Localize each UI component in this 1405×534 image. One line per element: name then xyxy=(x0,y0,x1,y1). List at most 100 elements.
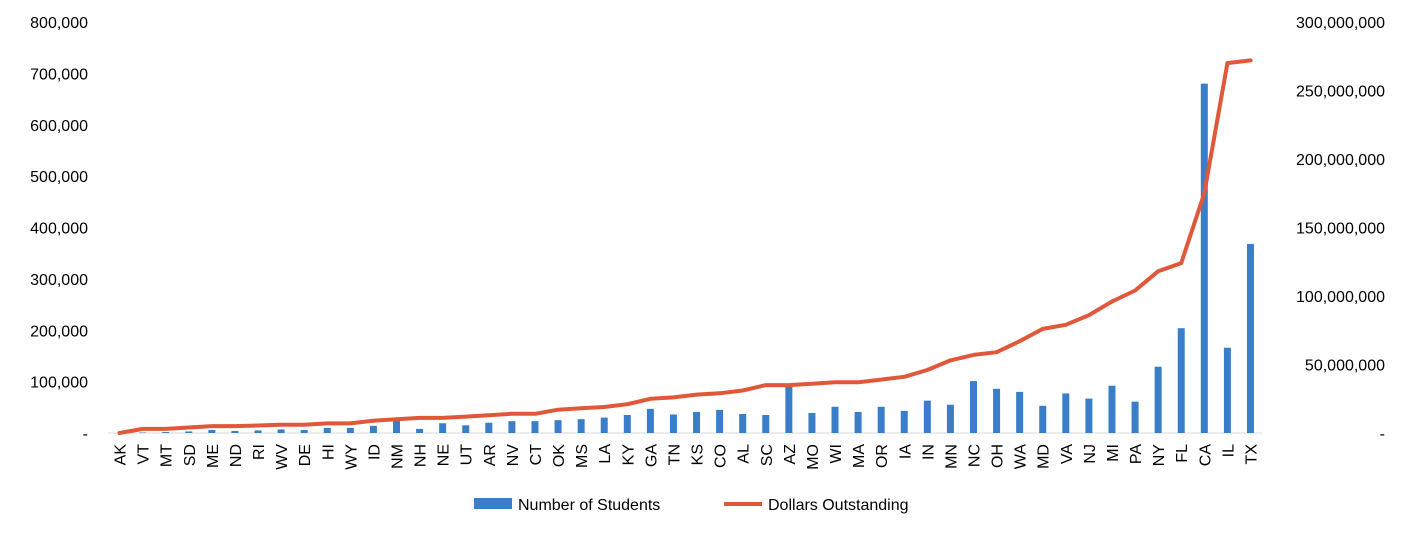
bar-mn xyxy=(946,404,954,433)
bar-il xyxy=(1223,347,1231,433)
bar-al xyxy=(739,413,747,433)
x-tick-label-ct: CT xyxy=(528,444,545,466)
bar-wi xyxy=(831,406,839,433)
bar-ny xyxy=(1154,366,1162,433)
x-tick-label-il: IL xyxy=(1220,444,1237,457)
bar-ia xyxy=(900,410,908,433)
right-axis-tick-label: 50,000,000 xyxy=(1305,358,1385,375)
x-tick-label-wi: WI xyxy=(828,444,845,464)
bar-ok xyxy=(554,420,562,433)
bar-tn xyxy=(669,414,677,433)
x-tick-label-mt: MT xyxy=(159,444,176,467)
x-tick-label-or: OR xyxy=(874,444,891,468)
x-tick-label-ok: OK xyxy=(551,444,568,467)
x-tick-label-wy: WY xyxy=(343,444,360,470)
x-tick-label-nj: NJ xyxy=(1082,444,1099,464)
x-tick-label-me: ME xyxy=(205,444,222,468)
bar-fl xyxy=(1177,328,1185,433)
right-axis-tick-label: 150,000,000 xyxy=(1296,221,1385,238)
left-axis-tick-label: 800,000 xyxy=(30,15,88,32)
x-tick-label-tx: TX xyxy=(1243,444,1260,465)
bar-hi xyxy=(323,427,331,433)
x-tick-label-ia: IA xyxy=(897,444,914,459)
bar-nm xyxy=(393,418,400,433)
bar-or xyxy=(877,406,885,433)
x-tick-label-md: MD xyxy=(1036,444,1053,469)
x-tick-label-sc: SC xyxy=(759,444,776,466)
x-tick-label-de: DE xyxy=(297,444,314,466)
bar-id xyxy=(369,425,377,433)
x-tick-label-mo: MO xyxy=(805,444,822,470)
bar-wy xyxy=(346,427,354,433)
bar-nd xyxy=(231,430,239,433)
bar-la xyxy=(600,417,608,433)
bar-ma xyxy=(854,411,862,433)
x-tick-label-ks: KS xyxy=(690,444,707,465)
bar-mi xyxy=(1108,385,1116,433)
left-axis-tick-label: 500,000 xyxy=(30,169,88,186)
x-tick-label-nh: NH xyxy=(413,444,430,467)
bar-mo xyxy=(808,412,816,433)
bar-me xyxy=(208,429,216,433)
bar-ri xyxy=(254,430,262,433)
x-tick-label-id: ID xyxy=(366,444,383,460)
x-tick-label-vt: VT xyxy=(136,444,153,465)
x-tick-label-mn: MN xyxy=(943,444,960,469)
legend-label-number-of-students: Number of Students xyxy=(518,497,660,514)
bar-mt xyxy=(162,431,170,433)
x-tick-label-ma: MA xyxy=(851,444,868,468)
bar-wv xyxy=(277,429,285,433)
bar-ca xyxy=(1200,83,1208,434)
x-tick-label-sd: SD xyxy=(182,444,199,466)
right-axis-tick-label: 100,000,000 xyxy=(1296,289,1385,306)
x-tick-label-nc: NC xyxy=(967,444,984,467)
bar-series-number-of-students xyxy=(139,83,1254,434)
legend-label-dollars-outstanding: Dollars Outstanding xyxy=(768,497,909,514)
x-tick-label-pa: PA xyxy=(1128,444,1145,464)
bar-de xyxy=(300,429,308,433)
bar-ms xyxy=(577,419,585,433)
left-axis-tick-label: 200,000 xyxy=(30,323,88,340)
right-axis-tick-label: 300,000,000 xyxy=(1296,15,1385,32)
right-axis-tick-label: 250,000,000 xyxy=(1296,84,1385,101)
bar-md xyxy=(1039,405,1047,433)
x-tick-label-co: CO xyxy=(713,444,730,468)
bar-ut xyxy=(462,425,470,433)
bar-nj xyxy=(1085,398,1093,433)
left-axis-tick-label: - xyxy=(83,426,88,443)
left-y-axis: - 100,000 200,000 300,000 400,000 500,000 600,… xyxy=(30,15,88,443)
x-axis-labels: AK VT MT SD ME ND RI WV DE HI WY ID NM NH NE UT AR NV CT OK… xyxy=(113,444,1261,470)
x-tick-label-wv: WV xyxy=(274,444,291,470)
left-axis-tick-label: 600,000 xyxy=(30,118,88,135)
bar-co xyxy=(716,409,724,433)
x-tick-label-ca: CA xyxy=(1197,444,1214,467)
x-tick-label-va: VA xyxy=(1059,444,1076,464)
bar-wa xyxy=(1016,391,1024,433)
x-tick-label-wa: WA xyxy=(1013,444,1030,470)
legend: Number of Students Dollars Outstanding xyxy=(474,497,909,514)
bar-sd xyxy=(185,431,193,433)
bar-nv xyxy=(508,421,516,433)
x-tick-label-ak: AK xyxy=(113,444,130,466)
bar-vt xyxy=(139,432,147,433)
bar-nh xyxy=(416,428,424,433)
x-tick-label-ny: NY xyxy=(1151,444,1168,467)
bar-ct xyxy=(531,421,539,433)
x-tick-label-hi: HI xyxy=(320,444,337,460)
line-series-dollars-outstanding xyxy=(117,58,1253,435)
left-axis-tick-label: 100,000 xyxy=(30,375,88,392)
x-tick-label-nv: NV xyxy=(505,444,522,467)
bar-tx xyxy=(1246,243,1254,433)
bar-oh xyxy=(993,388,1001,433)
left-axis-tick-label: 700,000 xyxy=(30,66,88,83)
bar-az xyxy=(785,383,793,433)
x-tick-label-ri: RI xyxy=(251,444,268,460)
legend-swatch-number-of-students xyxy=(474,498,512,509)
x-tick-label-fl: FL xyxy=(1174,444,1191,463)
bar-ky xyxy=(623,415,631,433)
bar-pa xyxy=(1131,401,1139,433)
bar-ga xyxy=(646,408,654,433)
x-tick-label-nd: ND xyxy=(228,444,245,467)
bar-sc xyxy=(762,415,770,433)
